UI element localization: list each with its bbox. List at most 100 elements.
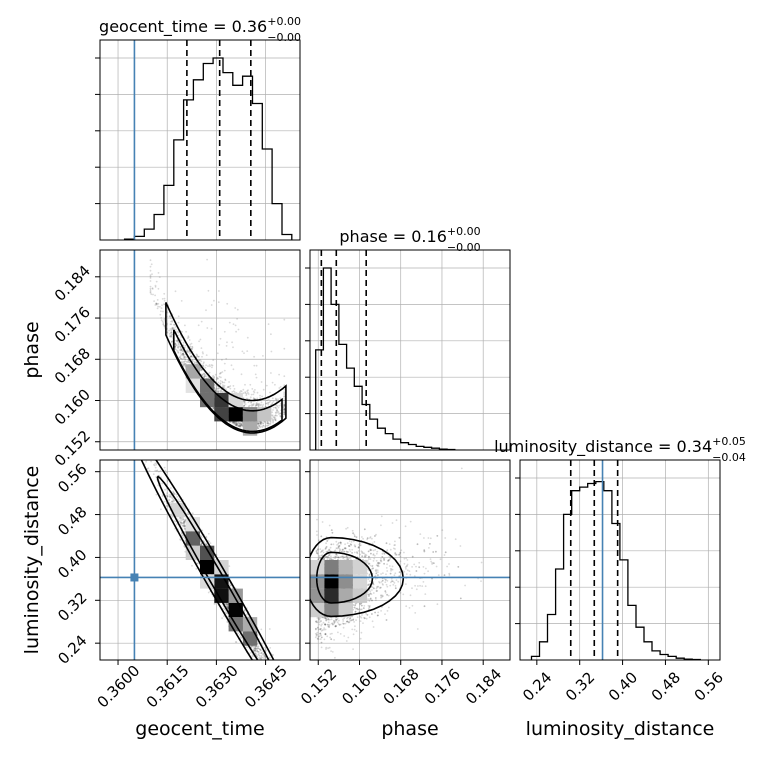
sample-point: [282, 694, 284, 696]
sample-point: [246, 390, 249, 392]
sample-point: [269, 400, 272, 403]
sample-point: [181, 363, 184, 366]
sample-point: [274, 383, 276, 386]
sample-point: [271, 402, 274, 404]
sample-point: [173, 493, 176, 495]
density-cell: [228, 392, 243, 408]
sample-point: [258, 657, 261, 660]
sample-point: [166, 322, 169, 325]
sample-point: [175, 493, 178, 496]
sample-point: [179, 521, 182, 523]
sample-point: [258, 652, 261, 655]
sample-point: [170, 317, 172, 320]
sample-point: [240, 423, 243, 426]
sample-point: [238, 634, 241, 636]
sample-point: [179, 519, 182, 521]
sample-point: [232, 346, 234, 349]
sample-point: [271, 411, 274, 414]
sample-point: [259, 423, 262, 425]
sample-point: [284, 695, 286, 697]
sample-point: [212, 359, 215, 361]
sample-point: [166, 492, 169, 494]
sample-point: [182, 354, 185, 357]
sample-point: [174, 344, 177, 347]
sample-point: [226, 604, 229, 607]
sample-point: [258, 424, 261, 426]
sample-point: [179, 346, 182, 349]
sample-point: [192, 356, 195, 359]
sample-point: [181, 524, 184, 527]
sample-point: [239, 425, 241, 428]
sample-point: [240, 373, 243, 376]
sample-point: [188, 350, 191, 353]
sample-point: [145, 460, 148, 463]
sample-point: [238, 424, 241, 426]
sample-point: [233, 421, 236, 424]
sample-point: [155, 280, 158, 283]
sample-point: [283, 704, 285, 706]
sample-point: [216, 377, 219, 380]
sample-point: [174, 348, 177, 351]
sample-point: [272, 421, 274, 424]
sample-point: [207, 532, 210, 535]
sample-point: [149, 287, 152, 290]
sample-point: [198, 355, 200, 358]
sample-point: [198, 359, 200, 362]
sample-point: [239, 425, 242, 427]
sample-point: [180, 357, 183, 360]
sample-point: [171, 319, 174, 322]
sample-point: [260, 652, 262, 655]
sample-point: [172, 491, 175, 494]
sample-point: [236, 318, 239, 320]
sample-point: [174, 343, 177, 346]
sample-point: [283, 411, 286, 414]
sample-point: [187, 351, 190, 353]
sample-point: [254, 645, 257, 648]
sample-point: [176, 339, 179, 342]
sample-point: [242, 392, 245, 395]
sample-point: [182, 354, 185, 356]
sample-point: [180, 517, 183, 520]
sample-point: [288, 705, 290, 707]
sample-point: [259, 422, 262, 424]
sample-point: [200, 360, 203, 363]
sample-point: [277, 689, 279, 691]
sample-point: [163, 466, 166, 469]
sample-point: [256, 650, 259, 653]
sample-point: [170, 331, 173, 334]
sample-point: [263, 421, 266, 423]
sample-point: [258, 648, 261, 650]
sample-point: [170, 334, 173, 336]
sample-point: [253, 364, 256, 367]
sample-point: [280, 709, 282, 711]
sample-point: [252, 390, 255, 393]
sample-point: [259, 649, 262, 652]
sample-point: [160, 310, 162, 313]
sample-point: [283, 408, 286, 410]
sample-point: [256, 404, 259, 406]
sample-point: [255, 645, 257, 648]
sample-point: [176, 350, 179, 352]
sample-point: [244, 401, 247, 403]
sample-point: [154, 304, 157, 306]
sample-point: [272, 400, 275, 403]
sample-point: [259, 421, 262, 423]
sample-point: [234, 423, 237, 426]
sample-point: [208, 371, 211, 374]
sample-point: [251, 654, 254, 657]
sample-point: [266, 399, 268, 402]
sample-point: [166, 331, 169, 334]
sample-point: [156, 469, 159, 472]
sample-point: [233, 421, 235, 423]
sample-point: [243, 404, 246, 407]
sample-point: [171, 500, 173, 503]
sample-point: [182, 353, 185, 355]
sample-point: [199, 338, 202, 341]
sample-point: [276, 414, 278, 417]
sample-point: [257, 647, 260, 650]
sample-point: [204, 375, 207, 378]
sample-point: [197, 355, 200, 358]
sample-point: [265, 667, 267, 669]
sample-point: [215, 388, 217, 390]
sample-point: [283, 408, 286, 411]
